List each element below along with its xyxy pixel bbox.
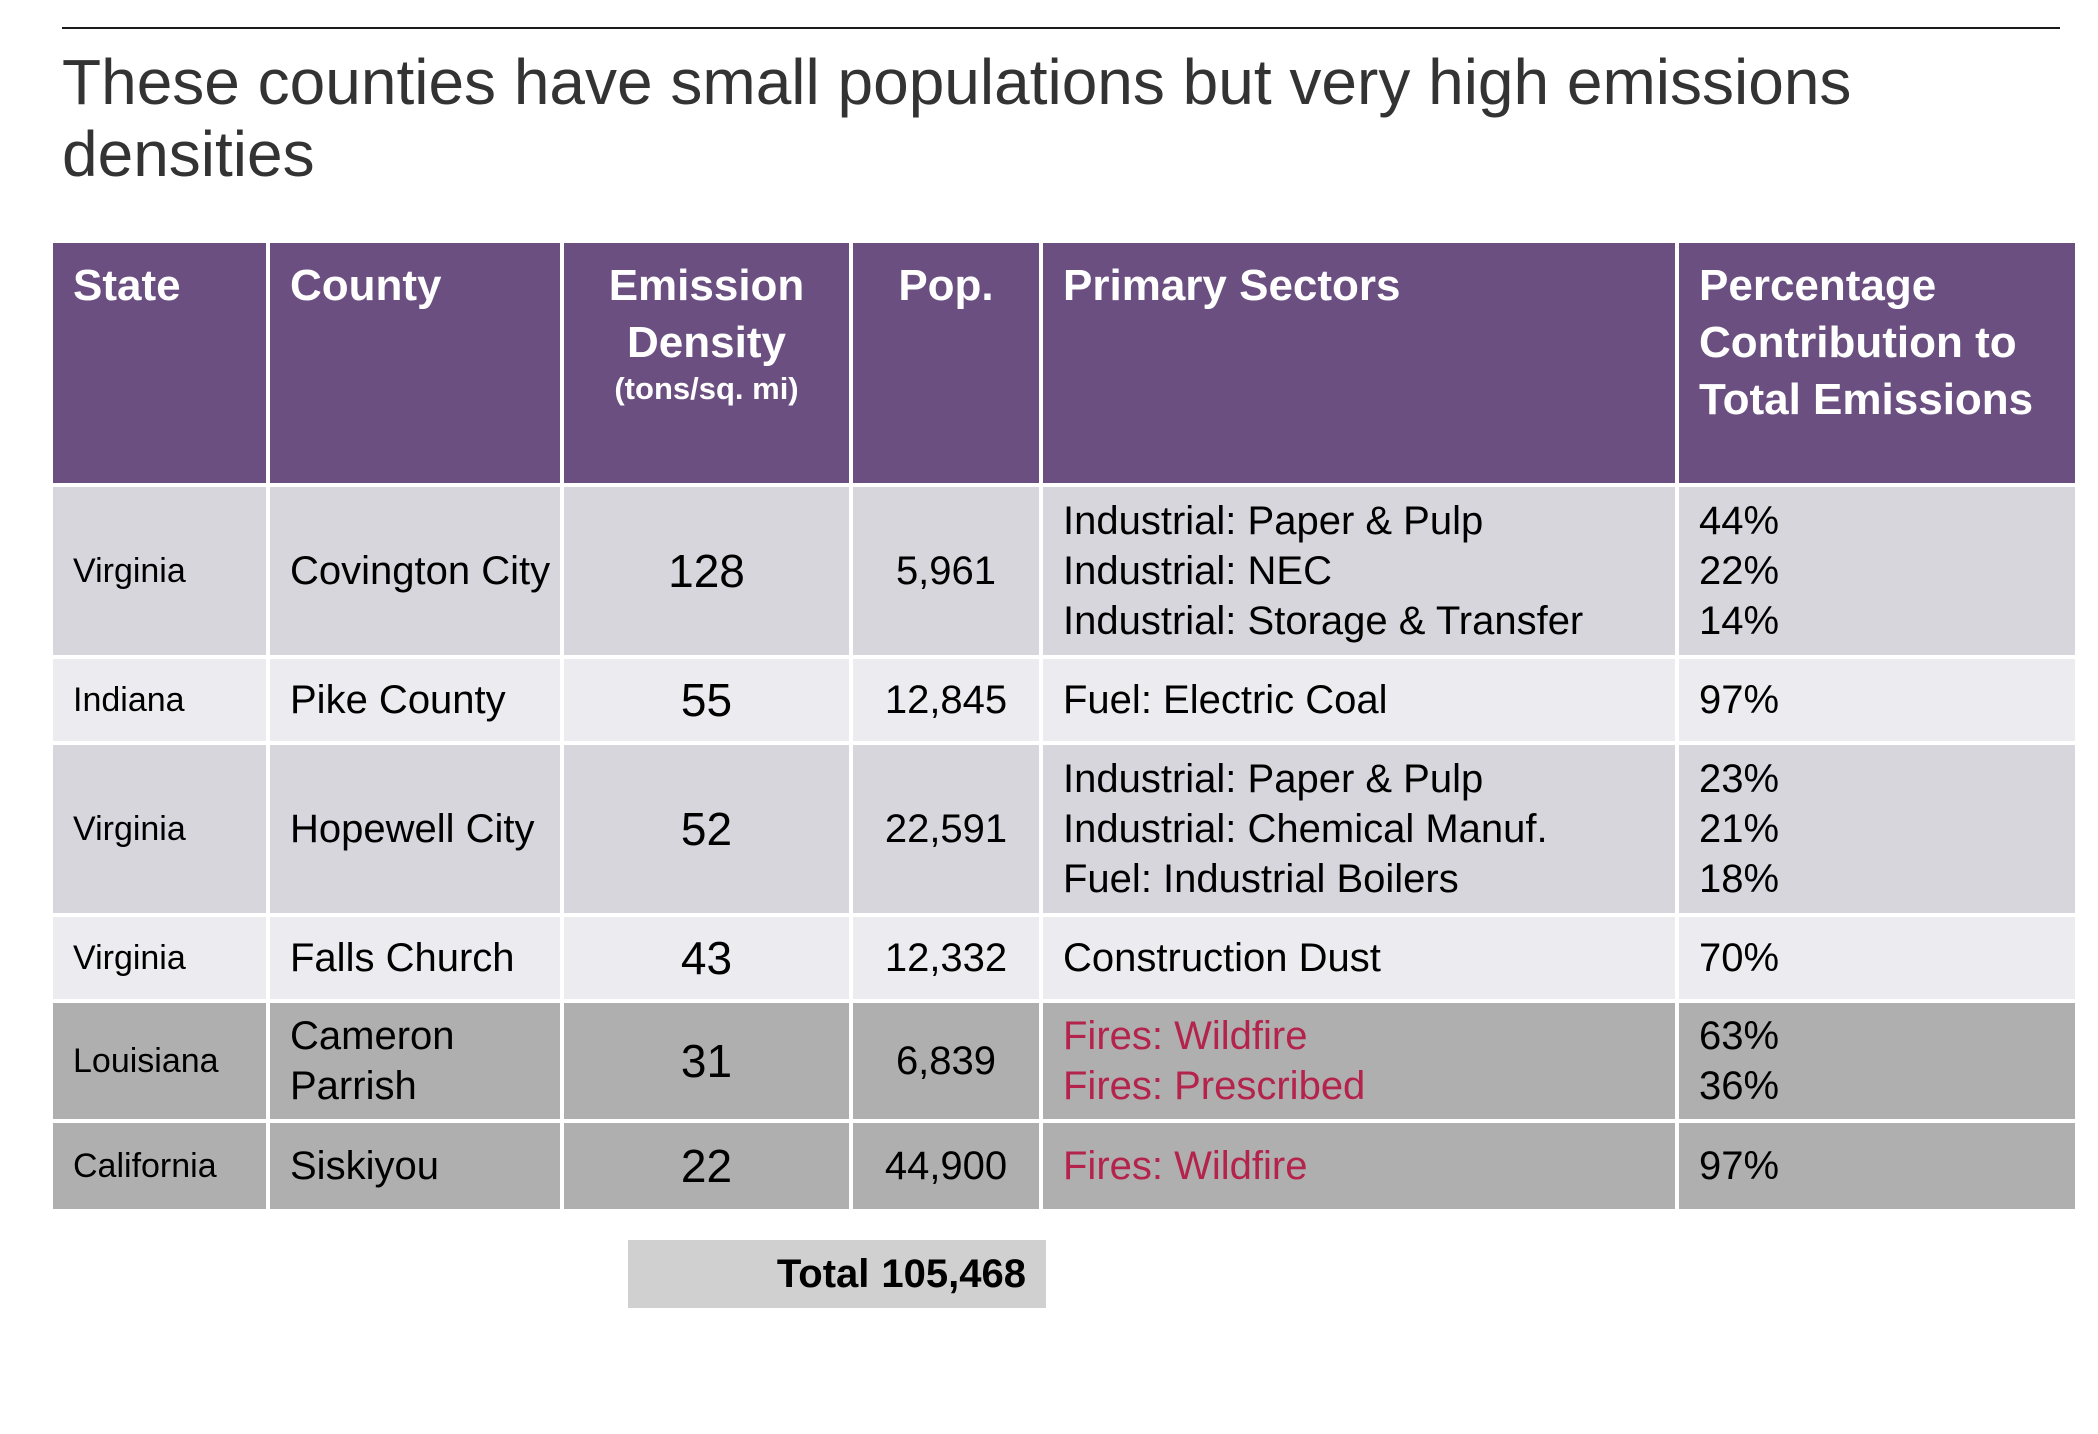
cell-sectors: Construction Dust [1043, 917, 1675, 999]
cell-sectors: Fires: Wildfire Fires: Prescribed [1043, 1003, 1675, 1119]
percent-item: 97% [1699, 678, 1780, 722]
cell-county: Pike County [270, 659, 560, 741]
cell-density: 128 [564, 487, 849, 655]
cell-sectors: Fires: Wildfire [1043, 1123, 1675, 1209]
cell-density: 43 [564, 917, 849, 999]
cell-percentages: 23% 21% 18% [1679, 745, 2075, 913]
cell-county: Falls Church [270, 917, 560, 999]
cell-county: Hopewell City [270, 745, 560, 913]
cell-population: 22,591 [853, 745, 1039, 913]
percent-item: 22% [1699, 549, 1780, 593]
cell-population: 6,839 [853, 1003, 1039, 1119]
total-value: 105,468 [881, 1251, 1026, 1296]
cell-county: Siskiyou [270, 1123, 560, 1209]
cell-state: Indiana [53, 659, 266, 741]
cell-population: 12,845 [853, 659, 1039, 741]
cell-density: 31 [564, 1003, 849, 1119]
cell-state: Louisiana [53, 1003, 266, 1119]
cell-sectors: Industrial: Paper & Pulp Industrial: NEC… [1043, 487, 1675, 655]
percent-item: 14% [1699, 599, 1780, 643]
percent-item: 23% [1699, 757, 1780, 801]
cell-population: 44,900 [853, 1123, 1039, 1209]
header-primary-sectors: Primary Sectors [1043, 243, 1675, 483]
header-emission-density-unit: (tons/sq. mi) [614, 371, 799, 406]
cell-state: California [53, 1123, 266, 1209]
emissions-table: State County Emission Density (tons/sq. … [53, 243, 2075, 1209]
cell-percentages: 97% [1679, 1123, 2075, 1209]
total-label: Total [776, 1251, 870, 1296]
percent-item: 70% [1699, 936, 1780, 980]
header-emission-density-label: Emission Density [608, 261, 805, 367]
cell-percentages: 70% [1679, 917, 2075, 999]
cell-percentages: 63% 36% [1679, 1003, 2075, 1119]
cell-percentages: 97% [1679, 659, 2075, 741]
cell-state: Virginia [53, 917, 266, 999]
sector-item: Industrial: Chemical Manuf. [1063, 807, 1548, 851]
sector-item: Fires: Prescribed [1063, 1064, 1366, 1108]
percent-item: 36% [1699, 1064, 1780, 1108]
cell-density: 22 [564, 1123, 849, 1209]
percent-item: 44% [1699, 499, 1780, 543]
header-percentage: Percentage Contribution to Total Emissio… [1679, 243, 2075, 483]
sector-item: Industrial: Storage & Transfer [1063, 599, 1584, 643]
cell-population: 5,961 [853, 487, 1039, 655]
cell-county: Cameron Parrish [270, 1003, 560, 1119]
cell-percentages: 44% 22% 14% [1679, 487, 2075, 655]
sector-item: Industrial: Paper & Pulp [1063, 757, 1484, 801]
sector-item: Fuel: Electric Coal [1063, 678, 1388, 722]
header-county: County [270, 243, 560, 483]
header-population: Pop. [853, 243, 1039, 483]
cell-state: Virginia [53, 487, 266, 655]
sector-item: Fuel: Industrial Boilers [1063, 857, 1459, 901]
cell-county: Covington City [270, 487, 560, 655]
page-title: These counties have small populations bu… [62, 46, 1852, 190]
sector-item: Construction Dust [1063, 936, 1381, 980]
percent-item: 63% [1699, 1014, 1780, 1058]
percent-item: 21% [1699, 807, 1780, 851]
cell-state: Virginia [53, 745, 266, 913]
cell-sectors: Fuel: Electric Coal [1043, 659, 1675, 741]
cell-population: 12,332 [853, 917, 1039, 999]
sector-item: Industrial: NEC [1063, 549, 1332, 593]
total-box: Total 105,468 [628, 1240, 1046, 1308]
cell-density: 52 [564, 745, 849, 913]
top-divider [62, 27, 2060, 29]
sector-item: Fires: Wildfire [1063, 1014, 1308, 1058]
header-emission-density: Emission Density (tons/sq. mi) [564, 243, 849, 483]
sector-item: Fires: Wildfire [1063, 1144, 1308, 1188]
percent-item: 97% [1699, 1144, 1780, 1188]
cell-sectors: Industrial: Paper & Pulp Industrial: Che… [1043, 745, 1675, 913]
cell-density: 55 [564, 659, 849, 741]
percent-item: 18% [1699, 857, 1780, 901]
sector-item: Industrial: Paper & Pulp [1063, 499, 1484, 543]
header-state: State [53, 243, 266, 483]
